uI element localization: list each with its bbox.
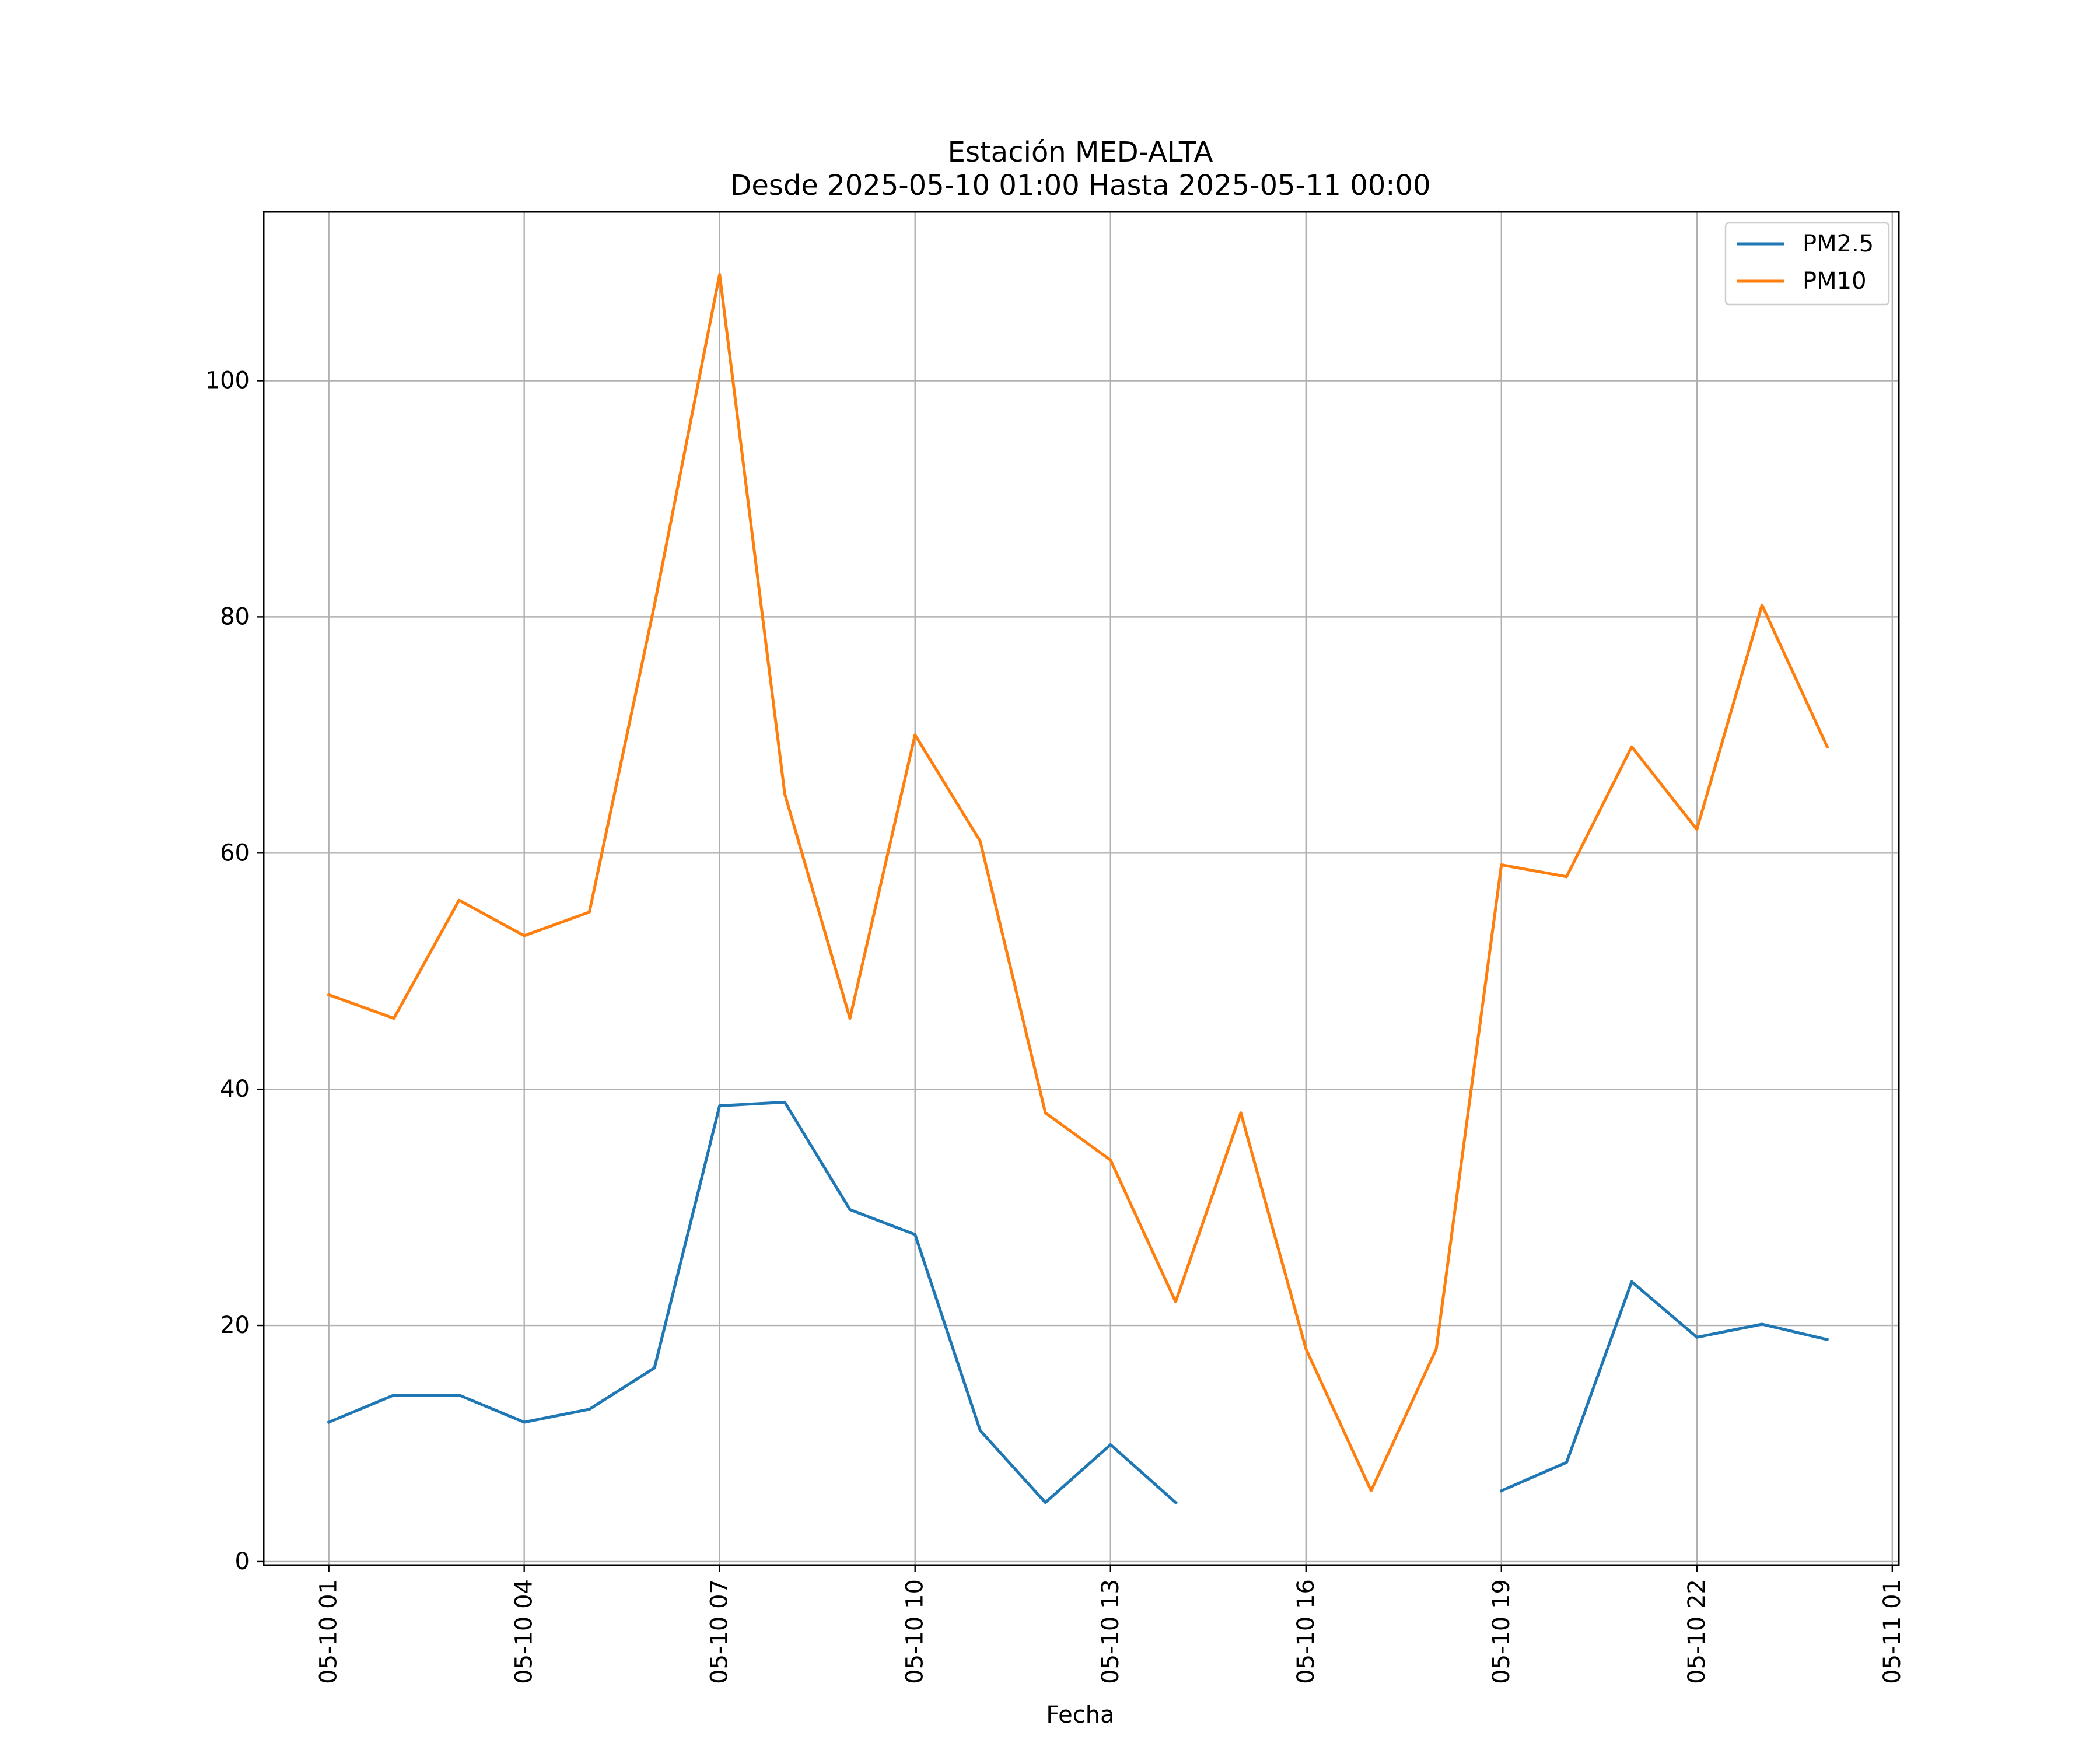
x-tick-label: 05-10 04: [511, 1579, 538, 1684]
y-tick-label: 0: [235, 1548, 250, 1575]
series-lines: [327, 272, 1829, 1505]
legend-label: PM10: [1803, 268, 1867, 295]
x-tick-label: 05-10 16: [1293, 1579, 1320, 1684]
plot-area-frame: [262, 211, 1900, 1566]
legend: PM2.5 PM10: [1724, 222, 1890, 306]
grid-lines: [264, 212, 1899, 1565]
y-tick-label: 80: [220, 603, 250, 630]
y-tick-label: 60: [220, 839, 250, 866]
legend-label: PM2.5: [1803, 230, 1874, 257]
axes: 05-10 01 05-10 04 05-10 07 05-10 10 05-10 13…: [205, 367, 1906, 1684]
x-tick-label: 05-10 19: [1488, 1579, 1515, 1684]
series-line-pm25: [327, 1100, 1829, 1505]
x-tick-label: 05-10 13: [1097, 1579, 1124, 1684]
chart-subtitle: Desde 2025-05-10 01:00 Hasta 2025-05-11 …: [730, 169, 1430, 202]
y-tick-label: 40: [220, 1076, 250, 1103]
x-axis-label: Fecha: [1046, 1702, 1114, 1728]
x-tick-label: 05-10 07: [706, 1579, 733, 1684]
x-tick-label: 05-10 10: [902, 1579, 929, 1684]
series-line-pm10: [327, 272, 1829, 1492]
y-tick-label: 100: [205, 367, 250, 394]
y-tick-label: 20: [220, 1312, 250, 1339]
x-tick-label: 05-10 01: [316, 1579, 342, 1684]
x-tick-label: 05-10 22: [1684, 1579, 1710, 1684]
x-tick-label: 05-11 01: [1879, 1579, 1906, 1684]
chart-title: Estación MED-ALTA: [948, 136, 1213, 169]
